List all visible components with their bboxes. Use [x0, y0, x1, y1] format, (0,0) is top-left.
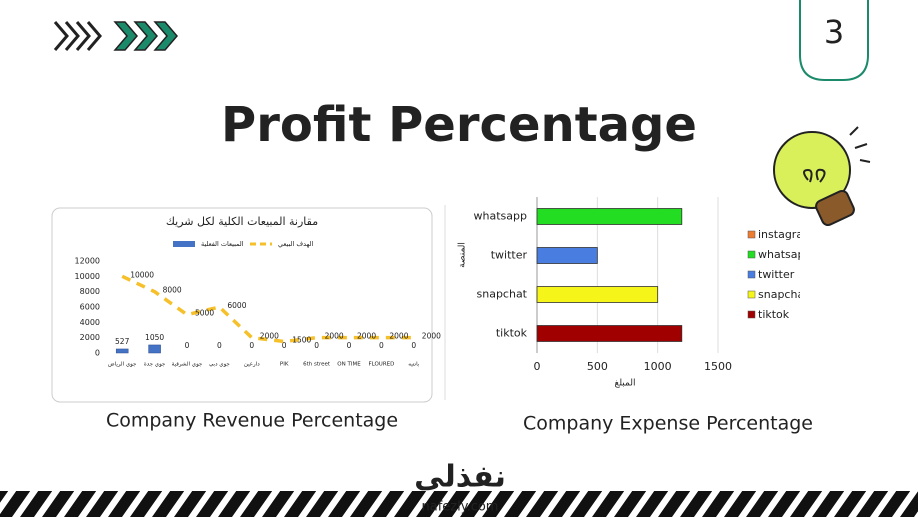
x-tick-label: جوي الشرقية	[172, 362, 203, 368]
x-tick-label: 1000	[644, 360, 672, 373]
y-tick-label: snapchat	[477, 288, 528, 301]
x-tick-label: ON TIME	[337, 362, 361, 368]
x-tick-label: 6th street	[303, 362, 331, 368]
bar	[115, 348, 129, 354]
y-tick-label: 12000	[75, 257, 100, 266]
legend-label: المبيعات الفعلية	[201, 240, 244, 248]
data-label: 0	[185, 341, 190, 350]
x-tick-label: 0	[534, 360, 541, 373]
data-label: 2000	[389, 332, 408, 341]
y-tick-label: whatsapp	[474, 210, 527, 223]
page-tab	[799, 0, 869, 81]
bar	[148, 344, 161, 354]
y-tick-label: 6000	[80, 303, 100, 312]
page-number: 3	[824, 13, 844, 51]
y-tick-label: 10000	[75, 272, 100, 281]
lightbulb	[773, 126, 871, 226]
data-label: 1050	[145, 333, 164, 342]
x-tick-label: دارعين	[244, 362, 260, 368]
x-tick-label: جوي جدة	[144, 362, 165, 368]
legend-label: الهدف البيعي	[278, 240, 313, 248]
x-tick-label: 500	[587, 360, 608, 373]
watermark: نفذلي	[414, 460, 506, 495]
data-label: 0	[411, 341, 416, 350]
y-tick-label: twitter	[491, 249, 528, 262]
x-tick-label: FLOURED	[368, 362, 394, 368]
data-label: 527	[115, 337, 130, 346]
legend-swatch	[747, 270, 756, 279]
footer-stripes	[0, 491, 918, 517]
legend-label: whatsapp	[758, 248, 811, 261]
legend-label: twitter	[758, 268, 795, 281]
caption: Company Expense Percentage	[523, 413, 813, 435]
data-label: 0	[379, 341, 384, 350]
legend-swatch	[747, 250, 756, 259]
bar	[536, 286, 659, 303]
x-axis-label: المبلغ	[615, 379, 636, 389]
data-label: 6000	[227, 301, 246, 310]
bar	[536, 208, 683, 225]
legend-swatch	[747, 230, 756, 239]
legend-swatch	[747, 290, 756, 299]
legend: instagram whatsapp twitter snapchat tiktok	[747, 228, 814, 321]
data-label: 1500	[292, 336, 311, 345]
data-label: 0	[347, 341, 352, 350]
chart-frame	[51, 207, 433, 403]
data-label: 0	[314, 341, 319, 350]
data-label: 0	[217, 341, 222, 350]
data-label: 2000	[422, 332, 441, 341]
x-tick-label: 1500	[704, 360, 732, 373]
x-tick-label: جوي دبي	[209, 362, 230, 368]
watermark: nafezly.com	[422, 500, 499, 515]
legend-label: tiktok	[758, 308, 790, 321]
y-tick-label: 8000	[80, 287, 100, 296]
chart-title: مقارنة المبيعات الكلية لكل شريك	[166, 215, 318, 228]
legend-swatch	[173, 241, 195, 247]
data-label: 0	[282, 341, 287, 350]
legend-label: instagram	[758, 228, 814, 241]
bar	[536, 247, 598, 264]
data-label: 2000	[260, 332, 279, 341]
y-tick-label: 0	[95, 349, 100, 358]
bar	[536, 325, 683, 342]
legend-swatch	[747, 310, 756, 319]
x-tick-label: بانتيه	[408, 362, 419, 368]
y-tick-label: 4000	[80, 318, 100, 327]
y-tick-label: 2000	[80, 333, 100, 342]
data-label: 5000	[195, 309, 214, 318]
y-tick-label: tiktok	[496, 327, 528, 340]
x-tick-label: جوي الرياض	[108, 362, 136, 368]
slide-title: Profit Percentage	[221, 97, 697, 153]
data-label: 10000	[130, 270, 154, 279]
caption: Company Revenue Percentage	[106, 410, 398, 432]
y-axis-label: المنصة	[458, 242, 468, 268]
legend-label: snapchat	[758, 288, 809, 301]
chevrons	[53, 21, 178, 51]
data-label: 2000	[357, 332, 376, 341]
data-label: 2000	[325, 332, 344, 341]
x-tick-label: PIK	[280, 362, 289, 368]
data-label: 0	[249, 341, 254, 350]
data-label: 8000	[163, 286, 182, 295]
line	[121, 274, 414, 344]
